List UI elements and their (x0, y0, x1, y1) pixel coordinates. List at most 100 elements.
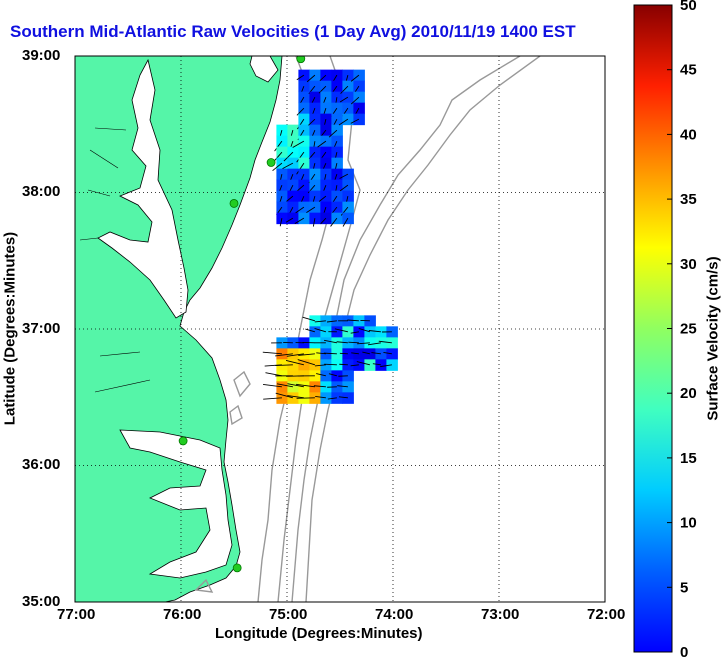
velocity-cell (287, 146, 299, 159)
chesapeake-bay (97, 58, 189, 319)
velocity-cell (320, 326, 332, 338)
velocity-cell (309, 370, 321, 382)
velocity-arrow (323, 339, 337, 344)
velocity-cell (353, 359, 365, 371)
velocity-cell (364, 359, 376, 371)
velocity-cell (320, 69, 332, 82)
velocity-cell (298, 69, 310, 82)
velocity-arrow (328, 129, 338, 138)
velocity-cell (276, 157, 288, 170)
velocity-arrow (350, 364, 359, 367)
velocity-arrow (340, 206, 349, 216)
velocity-arrow (276, 383, 293, 388)
velocity-cell (331, 326, 343, 338)
velocity-cell (320, 337, 332, 349)
velocity-arrow (320, 129, 327, 137)
land-mass (75, 56, 283, 602)
velocity-arrow (316, 373, 327, 377)
velocity-arrow (314, 327, 327, 333)
velocity-cell (276, 337, 288, 349)
velocity-arrow (306, 74, 316, 83)
velocity-cell (353, 113, 365, 126)
velocity-arrow (296, 74, 305, 81)
velocity-cell (287, 381, 299, 393)
velocity-cell (309, 392, 321, 404)
velocity-field-south (262, 315, 398, 404)
velocity-arrow (305, 328, 316, 333)
velocity-arrow (323, 352, 337, 355)
velocity-arrow (287, 383, 304, 388)
velocity-arrow (334, 328, 349, 333)
velocity-cell (331, 337, 343, 349)
velocity-arrow (357, 342, 370, 345)
colorbar-tick-label: 0 (680, 644, 688, 659)
velocity-arrow (337, 385, 348, 388)
velocity-arrow (356, 361, 371, 366)
velocity-arrow (336, 341, 348, 344)
velocity-arrow (371, 352, 381, 355)
velocity-arrow (283, 151, 294, 162)
velocity-cell (309, 348, 321, 360)
velocity-arrow (314, 364, 326, 367)
velocity-arrow (319, 74, 327, 82)
velocity-cell (320, 315, 332, 327)
x-tick-label: 72:00 (587, 606, 626, 623)
velocity-cell (342, 168, 354, 181)
velocity-cell (287, 392, 299, 404)
velocity-cell (386, 348, 398, 360)
y-tick-label: 35:00 (22, 593, 61, 610)
velocity-cell (287, 359, 299, 371)
velocity-cell (298, 201, 310, 214)
velocity-cell (298, 212, 310, 225)
velocity-cell (353, 69, 365, 82)
velocity-cell (287, 157, 299, 170)
velocity-arrow (272, 162, 283, 172)
velocity-arrow (292, 140, 305, 148)
velocity-arrow (350, 331, 359, 334)
colorbar-tick-label: 20 (680, 385, 697, 402)
velocity-cell (342, 113, 354, 126)
velocity-arrow (316, 352, 326, 355)
velocity-arrow (339, 184, 349, 192)
velocity-arrow (350, 96, 360, 105)
colorbar-tick-label: 50 (680, 0, 697, 14)
velocity-arrow (348, 341, 359, 344)
velocity-cell (320, 381, 332, 393)
radar-station-marker (266, 158, 276, 167)
velocity-arrow (378, 340, 392, 344)
velocity-arrow (307, 184, 316, 194)
plot-frame (74, 55, 606, 603)
velocity-cell (298, 359, 310, 371)
velocity-arrow (368, 330, 381, 333)
radar-station-marker (178, 436, 188, 446)
velocity-cell (331, 124, 343, 137)
velocity-arrow (287, 395, 304, 399)
velocity-cell (386, 326, 398, 338)
velocity-cell (309, 326, 321, 338)
velocity-arrow (296, 151, 305, 163)
colorbar-tick-label: 10 (680, 515, 697, 532)
river-channels (79, 127, 151, 393)
velocity-arrow (308, 118, 316, 126)
colorbar-tick-label: 35 (680, 191, 697, 208)
velocity-arrow (274, 140, 283, 152)
colorbar-tick-label: 40 (680, 126, 697, 143)
x-tick-label: 74:00 (375, 606, 414, 623)
velocity-cell (320, 135, 332, 148)
velocity-arrow (342, 217, 349, 227)
velocity-arrow (372, 363, 381, 366)
velocity-cell (309, 69, 321, 82)
radar-station-marker (296, 56, 306, 64)
velocity-arrow (275, 353, 293, 357)
velocity-cell (298, 179, 310, 192)
velocity-arrow (306, 206, 316, 213)
y-tick-label: 38:00 (22, 183, 61, 200)
velocity-cell (386, 337, 398, 349)
velocity-arrow (312, 218, 316, 227)
velocity-arrow (338, 118, 349, 126)
colorbar-tick-label: 15 (680, 450, 697, 467)
colorbar-label: Surface Velocity (cm/s) (704, 256, 722, 421)
velocity-arrow (351, 352, 359, 355)
velocity-arrow (263, 397, 282, 400)
